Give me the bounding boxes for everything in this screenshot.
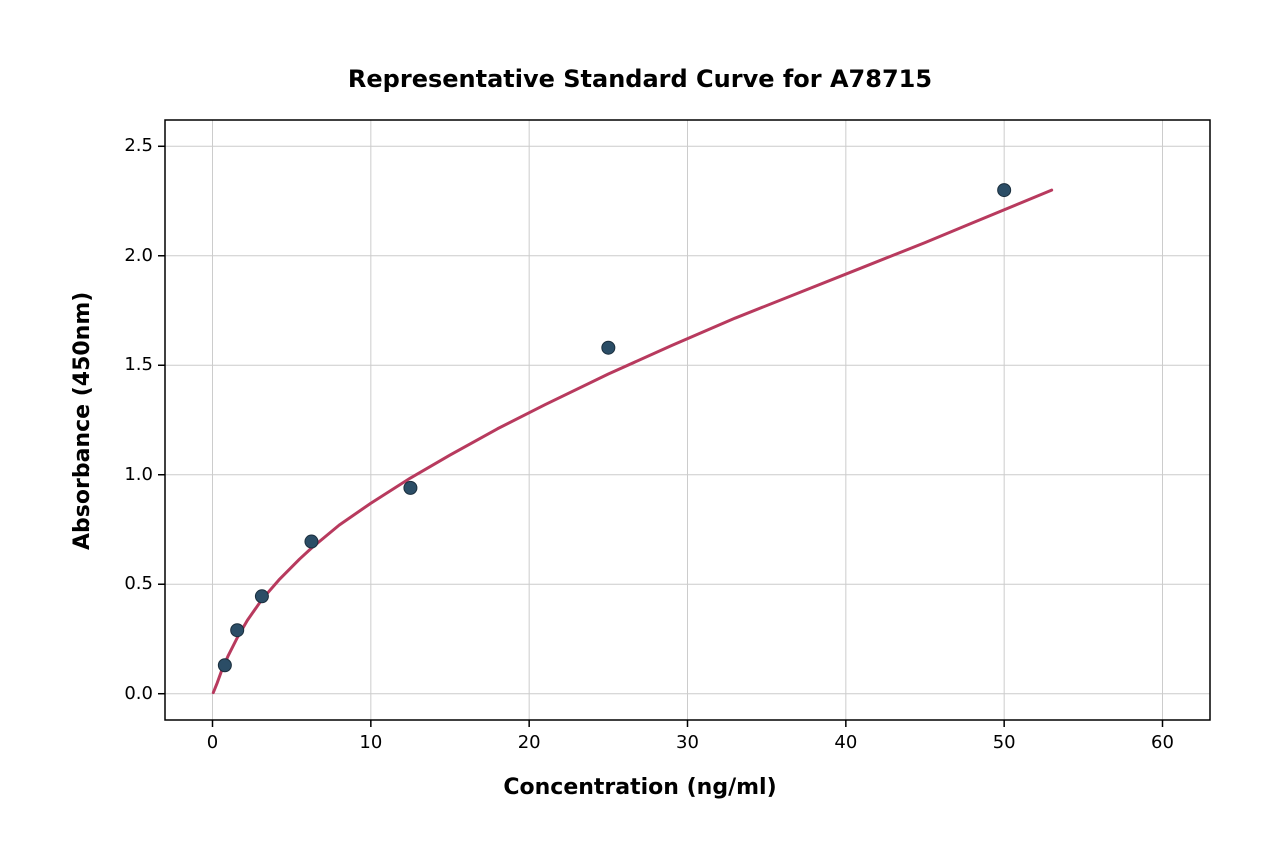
- y-tick-label: 2.5: [103, 135, 153, 156]
- chart-svg: [0, 0, 1280, 845]
- y-tick-label: 0.0: [103, 683, 153, 704]
- y-tick-label: 1.5: [103, 354, 153, 375]
- x-tick-label: 40: [826, 732, 866, 753]
- x-tick-label: 10: [351, 732, 391, 753]
- x-tick-label: 60: [1143, 732, 1183, 753]
- x-tick-label: 20: [509, 732, 549, 753]
- chart-container: Representative Standard Curve for A78715…: [0, 0, 1280, 845]
- y-tick-label: 2.0: [103, 245, 153, 266]
- tick-marks: [158, 146, 1163, 727]
- y-tick-label: 1.0: [103, 464, 153, 485]
- x-tick-label: 0: [193, 732, 233, 753]
- x-tick-label: 50: [984, 732, 1024, 753]
- gridlines: [165, 120, 1210, 720]
- fitted-curve: [213, 190, 1051, 693]
- y-tick-label: 0.5: [103, 573, 153, 594]
- x-tick-label: 30: [668, 732, 708, 753]
